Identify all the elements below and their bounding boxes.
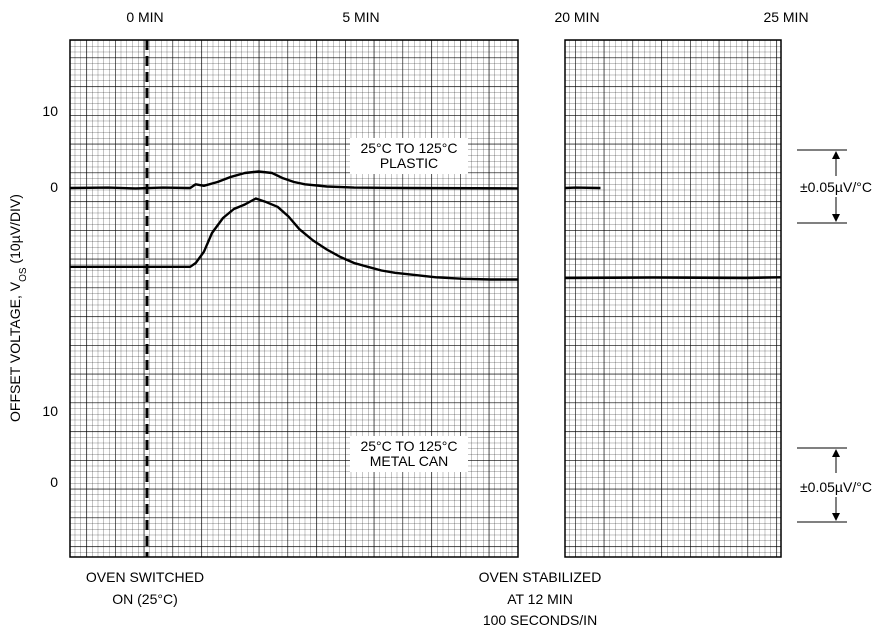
grid-panel-right	[564, 39, 782, 558]
drift-annotation-plastic-text: ±0.05µV/°C	[800, 179, 872, 195]
top-label-20min: 20 MIN	[554, 9, 599, 25]
top-label-25min: 25 MIN	[763, 9, 808, 25]
series-label-metal-can: 25°C TO 125°C METAL CAN	[350, 436, 468, 472]
series-label-plastic-line2: PLASTIC	[380, 155, 438, 171]
y-tick-label: 0	[50, 474, 58, 490]
oven-stabilized-label-line1: OVEN STABILIZED	[479, 569, 602, 585]
drift-annotation-metal-can: ±0.05µV/°C	[797, 447, 872, 523]
series-line-plastic	[69, 170, 601, 190]
drift-annotation-plastic: ±0.05µV/°C	[797, 149, 872, 224]
top-label-0min: 0 MIN	[126, 9, 163, 25]
y-tick-label: 10	[42, 103, 58, 119]
oven-stabilized-label-line2: AT 12 MIN	[507, 591, 573, 607]
series-label-metal-can-line2: METAL CAN	[370, 453, 449, 469]
oven-stabilized-label-line3: 100 SECONDS/IN	[483, 612, 597, 628]
series-label-plastic: 25°C TO 125°C PLASTIC	[350, 138, 468, 174]
y-tick-label: 0	[50, 179, 58, 195]
oven-on-label-line1: OVEN SWITCHED	[86, 569, 204, 585]
series-line-metal-can	[70, 197, 782, 281]
top-label-5min: 5 MIN	[342, 9, 379, 25]
y-axis-label: OFFSET VOLTAGE, VOS (10µV/DIV)	[7, 194, 29, 422]
grid-panel-left	[69, 39, 519, 558]
drift-annotation-metal-can-text: ±0.05µV/°C	[800, 479, 872, 495]
series-label-metal-can-line1: 25°C TO 125°C	[360, 438, 457, 454]
oven-on-label-line2: ON (25°C)	[112, 591, 178, 607]
y-tick-label: 10	[42, 403, 58, 419]
series-label-plastic-line1: 25°C TO 125°C	[360, 140, 457, 156]
